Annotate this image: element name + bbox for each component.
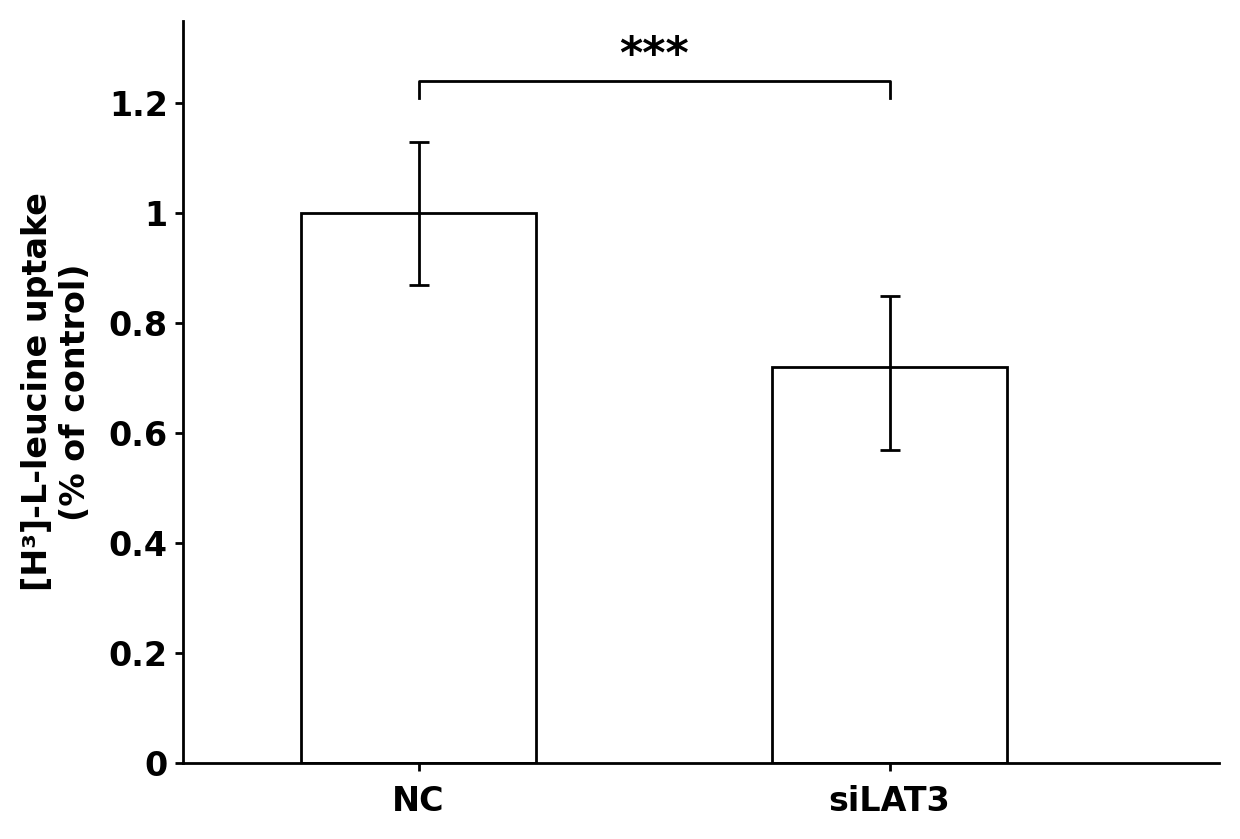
Bar <box>771 367 1007 763</box>
Bar <box>301 213 537 763</box>
Text: ***: *** <box>619 34 689 77</box>
Y-axis label: [H³]-L-leucine uptake
(% of control): [H³]-L-leucine uptake (% of control) <box>21 192 92 591</box>
